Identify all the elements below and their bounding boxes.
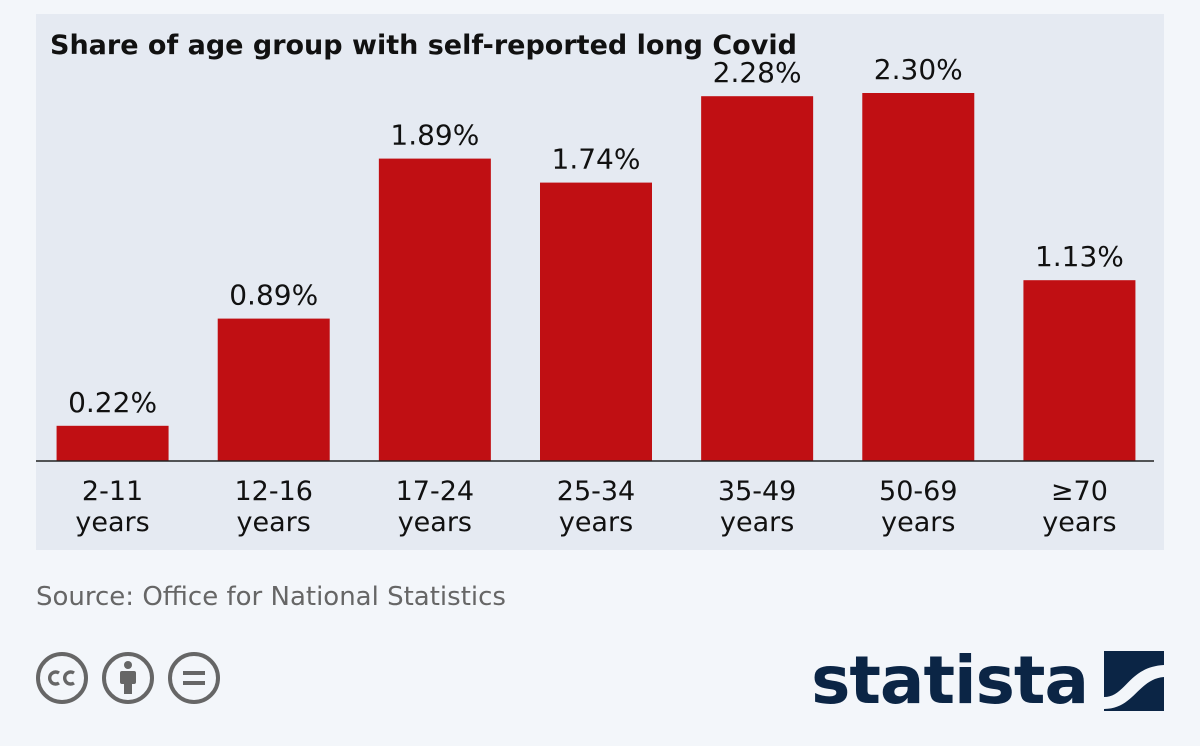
- value-label-0: 0.22%: [68, 386, 157, 419]
- value-label-5: 2.30%: [874, 53, 963, 86]
- category-label-3-1: years: [559, 507, 633, 538]
- chart-title: Share of age group with self-reported lo…: [50, 30, 797, 61]
- attribution-icon[interactable]: [102, 652, 154, 704]
- category-label-2-0: 17-24: [396, 476, 474, 507]
- bar-0: [56, 425, 169, 461]
- category-label-4-1: years: [720, 507, 794, 538]
- no-derivatives-icon[interactable]: [168, 652, 220, 704]
- statista-logo[interactable]: statista: [811, 648, 1164, 714]
- value-label-3: 1.74%: [552, 143, 641, 176]
- bar-5: [862, 93, 975, 461]
- cc-icon[interactable]: [36, 652, 88, 704]
- category-label-1-0: 12-16: [234, 476, 312, 507]
- category-label-6-1: years: [1042, 507, 1116, 538]
- category-label-1-1: years: [237, 507, 311, 538]
- value-label-1: 0.89%: [229, 279, 318, 312]
- bar-chart: 0.22%2-11years0.89%12-16years1.89%17-24y…: [36, 53, 1154, 538]
- bar-6: [1023, 280, 1136, 461]
- source-note: Source: Office for National Statistics: [36, 582, 506, 612]
- category-label-5-1: years: [881, 507, 955, 538]
- chart-panel: Share of age group with self-reported lo…: [36, 14, 1164, 550]
- bar-3: [540, 182, 652, 461]
- category-label-0-1: years: [75, 507, 149, 538]
- value-label-6: 1.13%: [1035, 240, 1124, 273]
- brand-wordmark: statista: [811, 642, 1089, 719]
- category-label-5-0: 50-69: [879, 476, 957, 507]
- category-label-0-0: 2-11: [82, 476, 143, 507]
- value-label-4: 2.28%: [713, 56, 802, 89]
- statista-logo-icon: [1104, 651, 1164, 711]
- license-icons: [36, 652, 220, 704]
- category-label-3-0: 25-34: [557, 476, 635, 507]
- bar-1: [217, 318, 330, 461]
- value-label-2: 1.89%: [390, 119, 479, 152]
- category-label-4-0: 35-49: [718, 476, 796, 507]
- bar-2: [378, 158, 491, 461]
- category-label-6-0: ≥70: [1051, 476, 1108, 507]
- category-label-2-1: years: [398, 507, 472, 538]
- bar-4: [701, 96, 814, 461]
